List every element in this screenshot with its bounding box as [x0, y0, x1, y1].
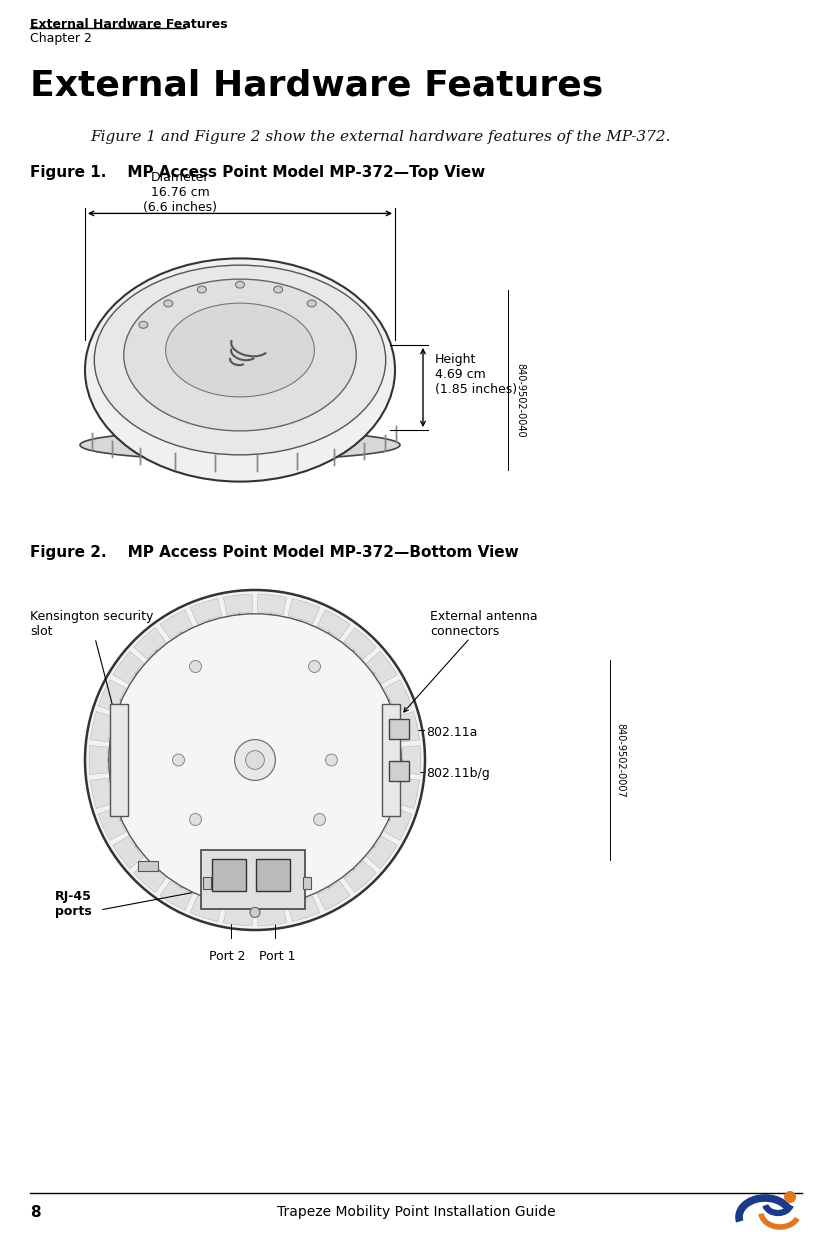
- Ellipse shape: [85, 258, 395, 482]
- Ellipse shape: [274, 286, 283, 293]
- Circle shape: [190, 660, 201, 672]
- Polygon shape: [258, 905, 287, 926]
- FancyBboxPatch shape: [303, 878, 311, 890]
- Polygon shape: [191, 598, 222, 624]
- Circle shape: [325, 754, 338, 766]
- Text: Chapter 2: Chapter 2: [30, 32, 92, 44]
- FancyBboxPatch shape: [382, 705, 400, 816]
- Polygon shape: [258, 595, 287, 614]
- Polygon shape: [384, 680, 412, 712]
- Polygon shape: [160, 609, 192, 639]
- Text: External antenna
connectors: External antenna connectors: [430, 611, 537, 638]
- Text: Height
4.69 cm
(1.85 inches): Height 4.69 cm (1.85 inches): [435, 353, 518, 396]
- Ellipse shape: [94, 266, 386, 455]
- Circle shape: [85, 590, 425, 929]
- Polygon shape: [223, 595, 252, 614]
- Polygon shape: [98, 808, 126, 840]
- Circle shape: [109, 614, 401, 906]
- Circle shape: [784, 1192, 796, 1203]
- Text: 840-9502-0040: 840-9502-0040: [515, 362, 525, 438]
- Text: External Hardware Features: External Hardware Features: [30, 68, 603, 103]
- Text: Port 2: Port 2: [209, 950, 245, 963]
- Text: Figure 1 and Figure 2 show the external hardware features of the MP-372.: Figure 1 and Figure 2 show the external …: [90, 130, 671, 145]
- Ellipse shape: [80, 430, 400, 460]
- Circle shape: [245, 750, 265, 769]
- FancyBboxPatch shape: [256, 859, 290, 891]
- Polygon shape: [134, 860, 166, 892]
- Polygon shape: [396, 712, 419, 742]
- Polygon shape: [318, 881, 350, 910]
- Polygon shape: [344, 860, 376, 892]
- Text: 8: 8: [30, 1205, 41, 1220]
- Polygon shape: [344, 628, 376, 659]
- Polygon shape: [91, 712, 113, 742]
- Text: Port 1: Port 1: [259, 950, 295, 963]
- Polygon shape: [367, 837, 397, 869]
- Polygon shape: [89, 745, 107, 775]
- Polygon shape: [134, 628, 166, 659]
- Text: Figure 1.    MP Access Point Model MP-372—Top View: Figure 1. MP Access Point Model MP-372—T…: [30, 164, 485, 180]
- Text: Figure 2.    MP Access Point Model MP-372—Bottom View: Figure 2. MP Access Point Model MP-372—B…: [30, 545, 518, 560]
- Polygon shape: [113, 651, 143, 684]
- Text: Lock: Lock: [115, 750, 123, 770]
- Polygon shape: [223, 905, 252, 926]
- Ellipse shape: [124, 279, 356, 431]
- FancyBboxPatch shape: [203, 878, 211, 890]
- Text: External Hardware Features: External Hardware Features: [30, 19, 228, 31]
- Polygon shape: [91, 777, 113, 808]
- FancyBboxPatch shape: [389, 761, 409, 781]
- Polygon shape: [113, 837, 143, 869]
- Text: Diameter
16.76 cm
(6.6 inches): Diameter 16.76 cm (6.6 inches): [143, 172, 217, 214]
- Circle shape: [309, 660, 320, 672]
- Text: RJ-45
ports: RJ-45 ports: [55, 890, 92, 918]
- Polygon shape: [288, 896, 319, 922]
- Polygon shape: [367, 651, 397, 684]
- Polygon shape: [318, 609, 350, 639]
- Polygon shape: [403, 745, 421, 775]
- Text: 840-9502-0007: 840-9502-0007: [615, 723, 625, 797]
- Polygon shape: [191, 896, 222, 922]
- Circle shape: [190, 813, 201, 826]
- Ellipse shape: [235, 281, 245, 288]
- Circle shape: [250, 907, 260, 917]
- Text: Kensington security
slot: Kensington security slot: [30, 611, 153, 638]
- FancyBboxPatch shape: [389, 719, 409, 739]
- Polygon shape: [160, 881, 192, 910]
- Text: 802.11b/g: 802.11b/g: [426, 768, 490, 780]
- Text: Trapeze Mobility Point Installation Guide: Trapeze Mobility Point Installation Guid…: [277, 1205, 555, 1219]
- Ellipse shape: [166, 303, 314, 397]
- Polygon shape: [288, 598, 319, 624]
- FancyBboxPatch shape: [110, 705, 128, 816]
- Polygon shape: [98, 680, 126, 712]
- Ellipse shape: [164, 300, 173, 307]
- Text: 802.11a: 802.11a: [426, 726, 478, 738]
- Polygon shape: [396, 777, 419, 808]
- Circle shape: [235, 739, 275, 780]
- FancyBboxPatch shape: [201, 850, 305, 910]
- Ellipse shape: [307, 300, 316, 307]
- Polygon shape: [384, 808, 412, 840]
- Circle shape: [172, 754, 185, 766]
- Text: Unlock: Unlock: [387, 745, 395, 774]
- FancyBboxPatch shape: [138, 860, 158, 871]
- Ellipse shape: [197, 286, 206, 293]
- Ellipse shape: [139, 321, 148, 329]
- Circle shape: [314, 813, 325, 826]
- FancyBboxPatch shape: [212, 859, 246, 891]
